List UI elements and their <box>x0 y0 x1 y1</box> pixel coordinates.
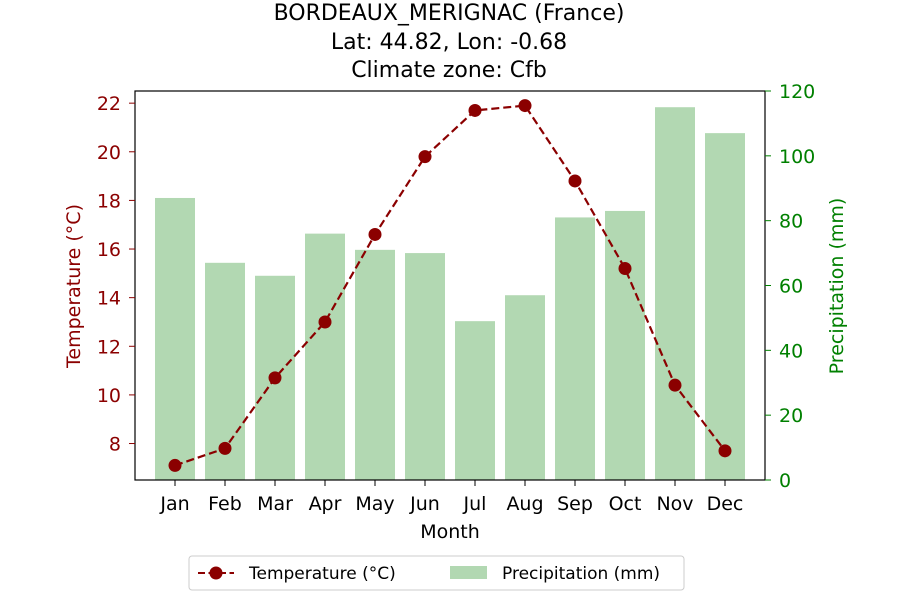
precipitation-bar <box>605 210 645 481</box>
legend-precipitation-label: Precipitation (mm) <box>502 564 660 584</box>
precipitation-bar <box>655 107 695 480</box>
precipitation-bars <box>155 107 745 481</box>
y-right-tick-label: 60 <box>779 276 803 298</box>
temperature-point <box>668 378 682 392</box>
y-axis-right-label: Precipitation (mm) <box>826 198 848 375</box>
legend-precipitation-swatch <box>450 566 487 579</box>
temperature-point <box>718 444 732 458</box>
title-line-2: Lat: 44.82, Lon: -0.68 <box>331 30 567 55</box>
legend-box <box>188 555 685 591</box>
temperature-line <box>168 99 732 472</box>
y-left-tick-label: 10 <box>97 385 121 407</box>
temperature-point <box>568 174 582 188</box>
x-tick-label: May <box>355 493 394 515</box>
y-left-tick-label: 22 <box>97 93 121 115</box>
title-line-1: BORDEAUX_MERIGNAC (France) <box>274 1 625 26</box>
temperature-point <box>368 227 382 241</box>
y-left-tick-label: 18 <box>97 190 121 212</box>
y-right-tick-label: 100 <box>779 146 815 168</box>
y-left-tick-label: 14 <box>97 288 121 310</box>
x-tick-label: Mar <box>257 493 293 515</box>
temperature-point <box>318 315 332 329</box>
y-left-tick-label: 8 <box>109 434 121 456</box>
y-axis-left-label: Temperature (°C) <box>63 204 85 369</box>
x-tick-label: Jan <box>159 493 189 515</box>
y-axis-right: 0 20 40 60 80 100 120 <box>765 81 815 492</box>
temperature-point <box>418 150 432 164</box>
precipitation-bar <box>305 233 345 480</box>
y-left-tick-label: 16 <box>97 239 121 261</box>
temperature-point <box>618 261 632 275</box>
precipitation-bar <box>505 295 545 480</box>
title-line-3: Climate zone: Cfb <box>351 58 547 83</box>
x-tick-label: Oct <box>609 493 642 515</box>
y-left-tick-label: 12 <box>97 336 121 358</box>
temperature-point <box>468 103 482 117</box>
y-right-tick-label: 20 <box>779 405 803 427</box>
precipitation-bar <box>555 217 595 481</box>
precipitation-bar <box>455 321 495 480</box>
precipitation-bar <box>155 197 195 480</box>
x-tick-label: Sep <box>557 493 593 515</box>
x-tick-label: Jul <box>463 493 487 515</box>
legend: Temperature (°C) Precipitation (mm) <box>188 555 685 591</box>
y-left-tick-label: 20 <box>97 142 121 164</box>
x-axis-label: Month <box>420 521 480 543</box>
precipitation-bar <box>705 133 745 480</box>
temperature-point <box>518 99 532 113</box>
y-right-tick-label: 40 <box>779 340 803 362</box>
x-tick-label: Feb <box>208 493 242 515</box>
x-tick-label: Dec <box>707 493 744 515</box>
x-tick-label: Aug <box>506 493 543 515</box>
temperature-series-line <box>174 104 726 467</box>
temperature-point <box>168 458 182 472</box>
legend-temperature-label: Temperature (°C) <box>248 564 396 584</box>
x-tick-label: Apr <box>309 493 342 515</box>
legend-temperature-marker <box>209 566 223 580</box>
x-tick-label: Nov <box>656 493 693 515</box>
chart-title: BORDEAUX_MERIGNAC (France) Lat: 44.82, L… <box>274 1 625 83</box>
y-right-tick-label: 120 <box>779 81 815 103</box>
y-right-tick-label: 0 <box>779 470 791 492</box>
y-axis-left: 8 10 12 14 16 18 20 22 <box>97 93 135 456</box>
temperature-point <box>218 441 232 455</box>
temperature-point <box>268 371 282 385</box>
y-right-tick-label: 80 <box>779 211 803 233</box>
precipitation-bar <box>405 253 445 480</box>
x-axis: Jan Feb Mar Apr May Jun Jul Aug Sep Oct Nov Dec <box>159 480 743 515</box>
x-tick-label: Jun <box>409 493 440 515</box>
precipitation-bar <box>355 249 395 480</box>
